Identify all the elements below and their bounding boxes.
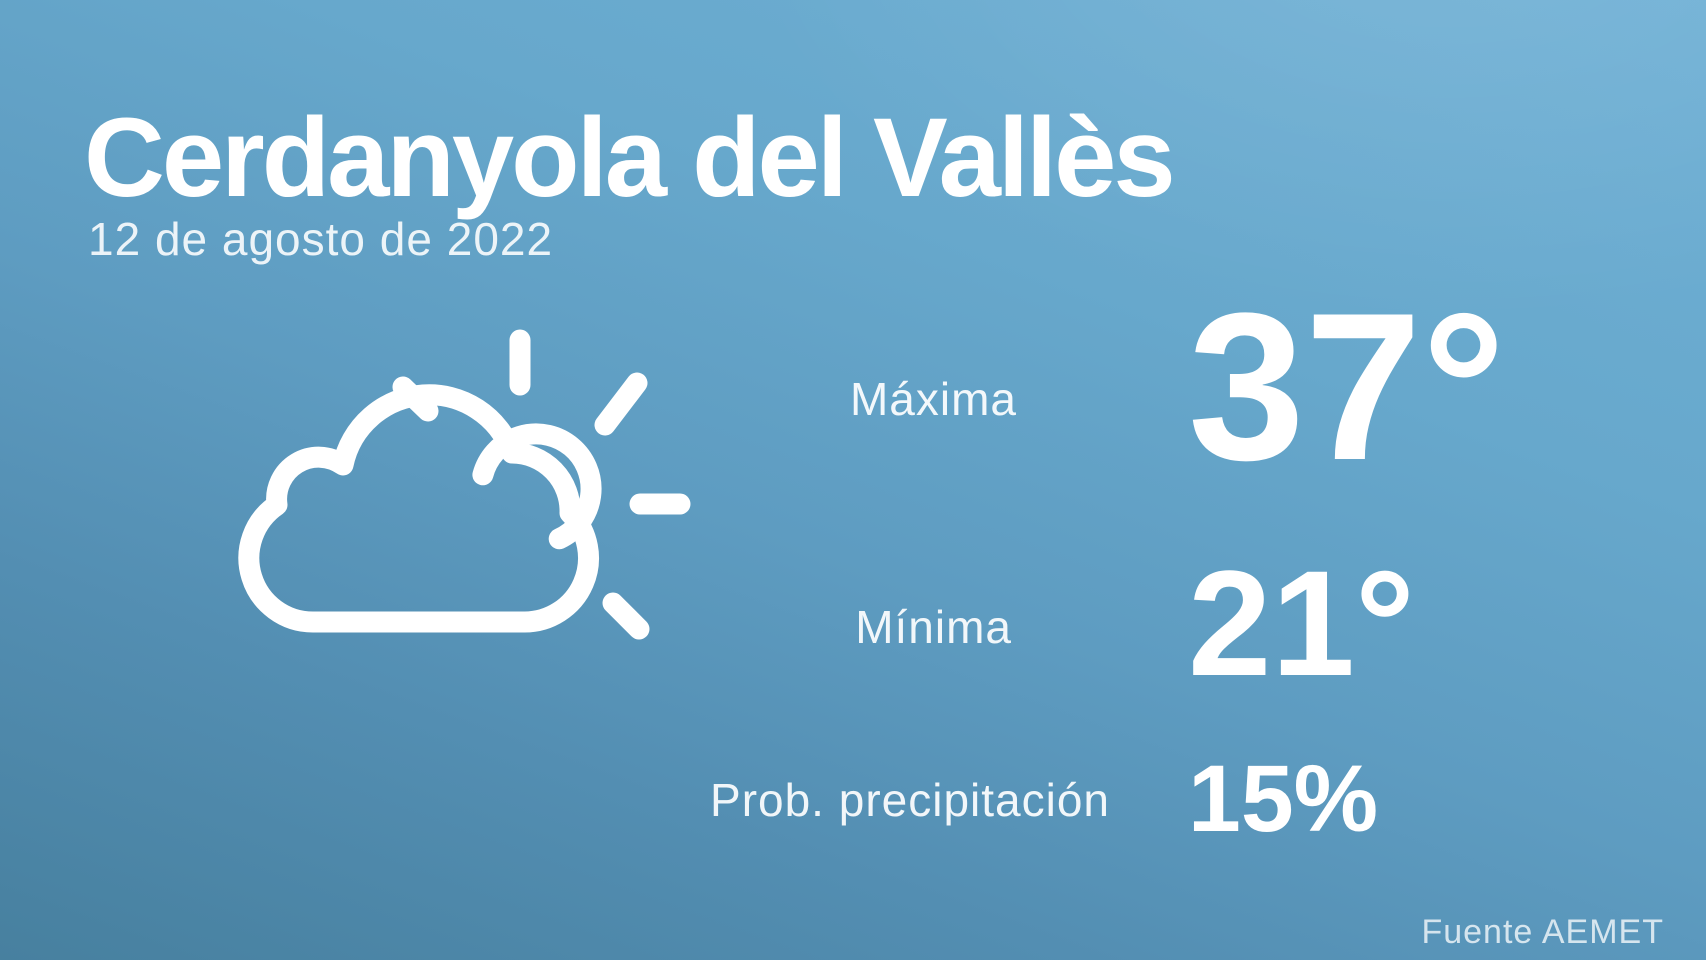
sun-ray-lower-right [602, 592, 650, 640]
sun-behind-cloud-icon [225, 295, 695, 655]
sun-ray-upper-right [594, 372, 648, 436]
max-temp-value: 37° [1188, 269, 1506, 504]
min-temp-value: 21° [1188, 539, 1415, 707]
data-source-attribution: Fuente AEMET [1421, 913, 1664, 951]
precipitation-probability-value: 15% [1188, 746, 1379, 852]
max-temp-label: Máxima [849, 373, 1017, 425]
cloud-outline [238, 384, 599, 633]
min-temp-label: Mínima [855, 601, 1012, 653]
precipitation-probability-label: Prob. precipitación [710, 774, 1110, 826]
page-title: Cerdanyola del Vallès [84, 95, 1176, 220]
forecast-date: 12 de agosto de 2022 [88, 213, 554, 265]
